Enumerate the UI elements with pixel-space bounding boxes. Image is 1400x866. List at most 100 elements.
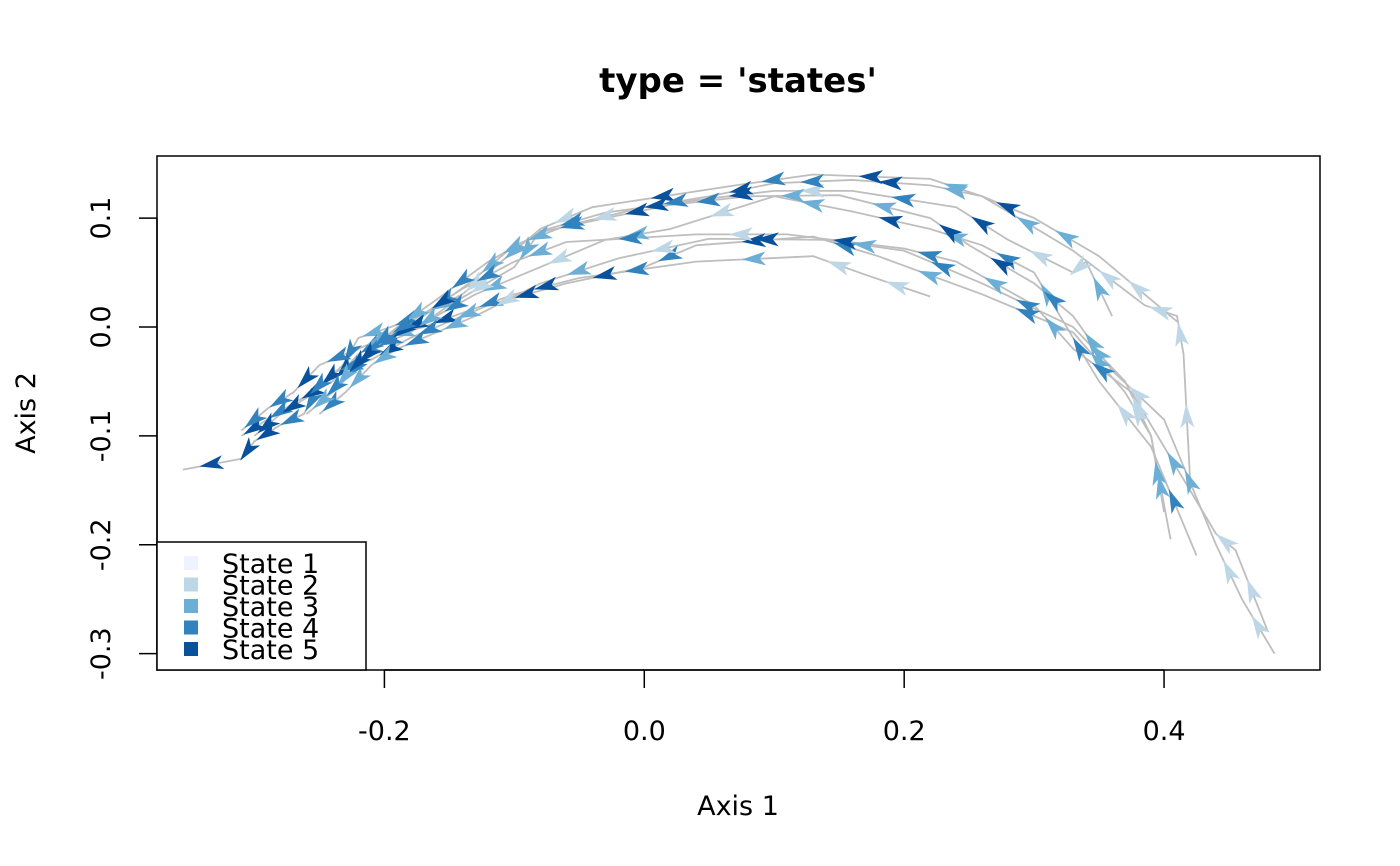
state-arrow bbox=[503, 235, 528, 254]
legend-label: State 3 bbox=[222, 592, 319, 623]
state-arrow bbox=[496, 288, 521, 306]
state-arrow bbox=[624, 261, 650, 276]
state-arrow bbox=[443, 313, 469, 330]
y-tick-label: -0.2 bbox=[86, 518, 117, 571]
state-arrow bbox=[269, 399, 294, 419]
state-arrow bbox=[344, 338, 363, 363]
state-arrow bbox=[312, 388, 336, 409]
state-arrow bbox=[917, 250, 943, 265]
state-arrow bbox=[470, 274, 495, 293]
state-arrow bbox=[1251, 615, 1270, 640]
legend-swatch bbox=[184, 599, 198, 613]
state-arrow bbox=[761, 171, 787, 186]
state-arrow bbox=[362, 322, 388, 337]
state-arrow bbox=[1055, 230, 1080, 249]
state-arrow bbox=[709, 202, 735, 217]
state-arrow bbox=[729, 180, 754, 195]
state-arrow bbox=[243, 415, 268, 435]
state-arrow bbox=[878, 176, 903, 191]
state-arrow bbox=[1090, 344, 1112, 367]
state-arrow bbox=[1072, 337, 1092, 362]
state-arrow bbox=[983, 277, 1009, 295]
state-arrow bbox=[1168, 489, 1185, 515]
chart-title: type = 'states' bbox=[599, 61, 877, 101]
state-arrow bbox=[971, 216, 996, 236]
state-arrow bbox=[433, 308, 459, 324]
state-arrow bbox=[592, 266, 618, 280]
state-arrow bbox=[456, 302, 482, 319]
state-arrow bbox=[404, 329, 430, 346]
state-arrow bbox=[741, 233, 767, 248]
trajectory-line bbox=[344, 194, 1276, 655]
state-arrow bbox=[349, 365, 372, 389]
state-arrow bbox=[1155, 474, 1170, 500]
x-tick-label: 0.4 bbox=[1143, 716, 1186, 747]
state-arrow bbox=[917, 270, 943, 286]
state-arrow bbox=[282, 394, 307, 413]
state-arrow bbox=[891, 193, 917, 208]
legend-label: State 5 bbox=[222, 635, 319, 666]
legend-label: State 4 bbox=[222, 614, 319, 645]
y-axis-label: Axis 2 bbox=[11, 372, 42, 454]
state-arrow bbox=[1016, 216, 1041, 236]
state-arrow bbox=[800, 199, 826, 213]
trajectory-line bbox=[331, 179, 1178, 393]
state-arrow bbox=[358, 341, 381, 364]
state-arrow bbox=[326, 346, 352, 362]
state-arrow bbox=[479, 292, 505, 307]
state-arrow bbox=[696, 192, 721, 207]
state-arrow bbox=[943, 186, 969, 200]
state-arrow bbox=[658, 245, 684, 262]
state-arrow bbox=[780, 188, 805, 203]
state-arrow bbox=[514, 284, 540, 299]
state-arrow bbox=[1044, 317, 1067, 340]
state-arrow bbox=[618, 230, 643, 245]
y-tick-label: 0.1 bbox=[86, 197, 117, 240]
trajectory-line bbox=[253, 235, 1165, 513]
state-arrow bbox=[931, 262, 957, 278]
state-arrow bbox=[1215, 533, 1239, 555]
state-arrow bbox=[322, 390, 346, 412]
state-arrow bbox=[625, 202, 650, 217]
state-arrow bbox=[1093, 277, 1111, 302]
x-tick-label: 0.2 bbox=[883, 716, 926, 747]
state-arrow bbox=[996, 202, 1021, 218]
state-arrow bbox=[663, 193, 689, 207]
state-arrow bbox=[476, 263, 502, 282]
state-arrow bbox=[1246, 578, 1263, 604]
state-arrow bbox=[800, 174, 825, 189]
state-arrow bbox=[1098, 270, 1122, 291]
y-axis: -0.3 -0.2 -0.1 0.0 0.1 bbox=[86, 197, 158, 680]
state-arrow bbox=[872, 202, 898, 217]
state-arrow bbox=[1128, 386, 1151, 408]
x-tick-label: 0.0 bbox=[623, 716, 666, 747]
state-arrow bbox=[1015, 299, 1041, 317]
state-arrow bbox=[728, 227, 753, 242]
state-arrow bbox=[1069, 254, 1093, 276]
x-tick-label: -0.2 bbox=[358, 716, 411, 747]
state-arrow bbox=[1029, 250, 1054, 268]
state-arrow bbox=[417, 318, 443, 335]
state-arrow bbox=[1180, 403, 1195, 429]
trajectory-line bbox=[240, 195, 1198, 557]
state-arrow bbox=[326, 374, 349, 397]
legend-swatch bbox=[184, 556, 198, 570]
state-arrow bbox=[431, 289, 456, 309]
state-arrow bbox=[1185, 470, 1201, 495]
state-arrow bbox=[996, 252, 1022, 271]
state-arrow bbox=[1175, 322, 1190, 348]
state-arrow bbox=[1152, 461, 1167, 487]
state-arrow bbox=[465, 270, 489, 292]
plot-area bbox=[182, 170, 1276, 655]
legend-swatch bbox=[184, 642, 198, 656]
state-arrow bbox=[560, 215, 586, 230]
state-arrow bbox=[1085, 332, 1105, 357]
legend-label: State 2 bbox=[222, 571, 319, 602]
state-arrow bbox=[1148, 306, 1174, 321]
y-tick-label: -0.3 bbox=[86, 627, 117, 680]
state-arrow bbox=[592, 207, 618, 221]
state-arrow bbox=[852, 239, 878, 254]
state-arrow bbox=[481, 251, 505, 273]
